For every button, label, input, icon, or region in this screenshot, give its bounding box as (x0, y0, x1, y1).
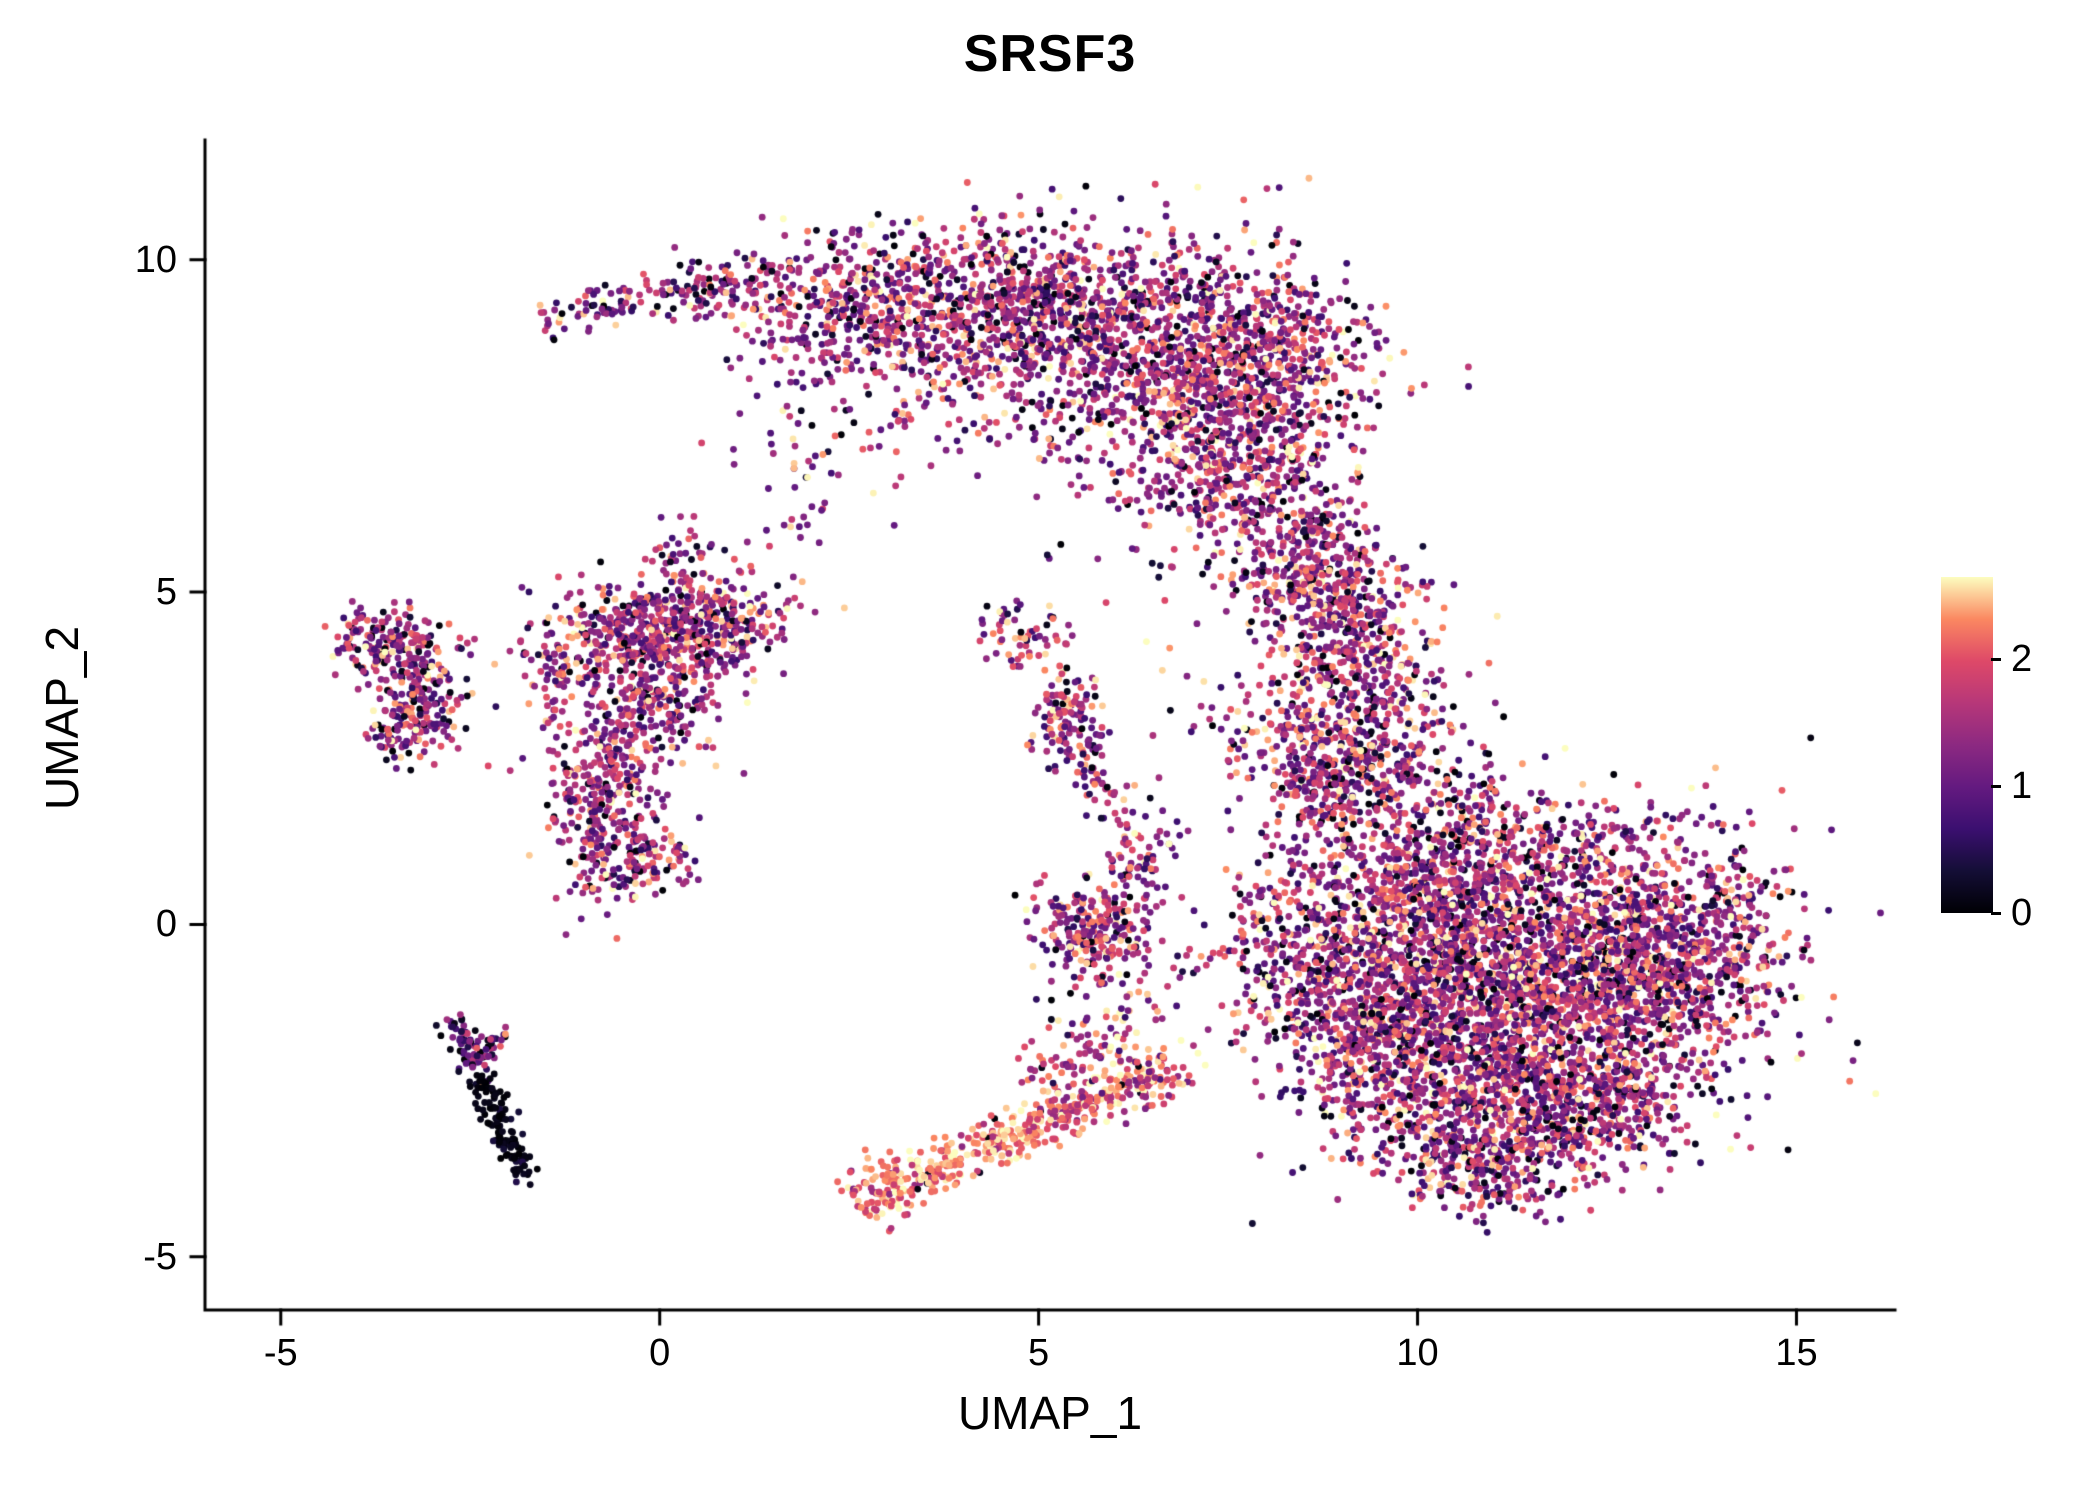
x-tick-label: 10 (1396, 1332, 1439, 1374)
legend-tick-mark (1991, 657, 2001, 661)
x-tick-label: 5 (1028, 1332, 1050, 1374)
y-tick-label: 0 (155, 903, 177, 946)
colorbar-gradient (1941, 577, 1993, 913)
legend-tick-mark (1991, 911, 2001, 915)
y-tick-label: 5 (155, 571, 177, 614)
legend-tick-mark (1991, 784, 2001, 788)
y-tick-label: -5 (143, 1235, 177, 1278)
y-tick-label: 10 (134, 238, 177, 281)
legend-tick-label: 2 (2011, 638, 2033, 681)
y-axis-label: UMAP_2 (36, 625, 88, 811)
x-tick-label: -5 (263, 1332, 298, 1374)
x-axis-label: UMAP_1 (957, 1387, 1143, 1439)
legend-tick-label: 1 (2011, 765, 2033, 808)
legend-tick-label: 0 (2011, 892, 2033, 934)
x-tick-label: 0 (649, 1332, 671, 1374)
plot-title: SRSF3 (963, 25, 1137, 83)
x-tick-label: 15 (1775, 1332, 1818, 1374)
